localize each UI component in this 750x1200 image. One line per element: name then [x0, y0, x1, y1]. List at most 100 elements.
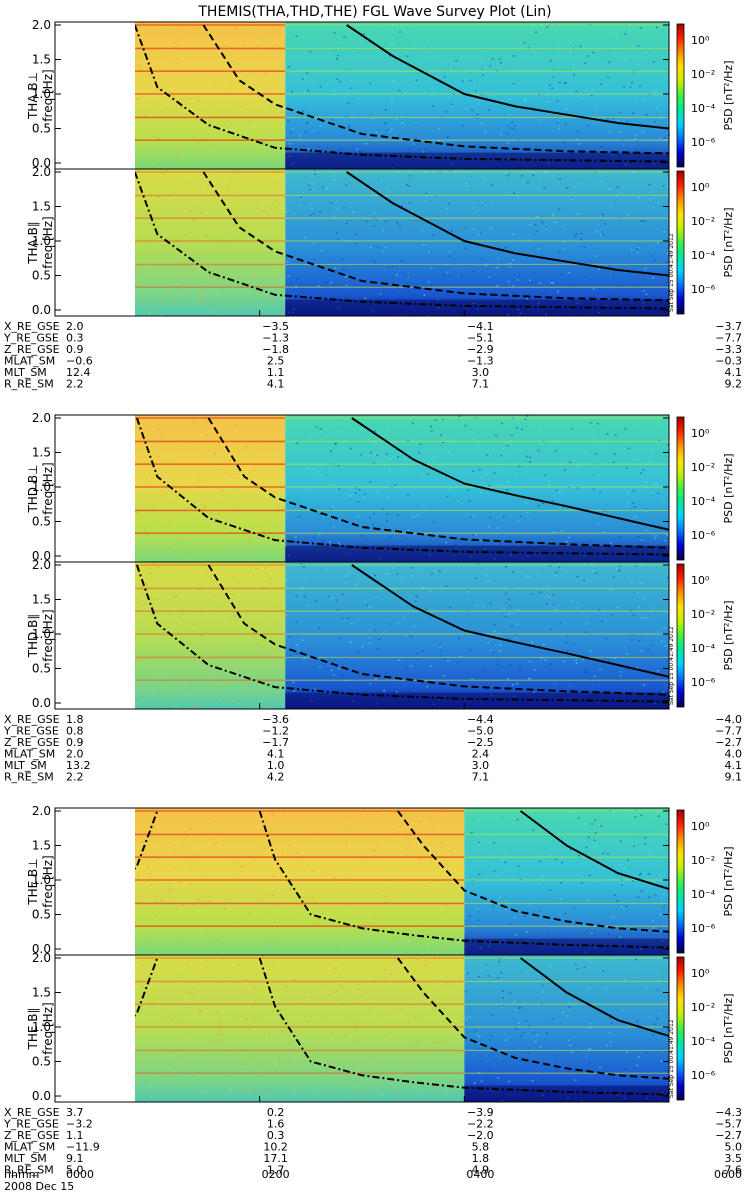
low-frequency-band: [285, 692, 669, 709]
spectrogram-low-gain: [285, 22, 669, 169]
y-tick-label: 2.0: [32, 165, 51, 179]
orbit-value: −2.5: [467, 736, 494, 749]
orbit-value: 2.4: [472, 748, 490, 761]
colorbar-tick-label: 10⁻⁶: [691, 1069, 716, 1082]
y-tick-label: 0.5: [32, 269, 51, 283]
panel-unit-label: freq [Hz]: [41, 69, 55, 121]
orbit-row-label: R_RE_SM: [4, 1164, 54, 1177]
colorbar-label: PSD [nT²/Hz]: [722, 453, 735, 523]
orbit-value: 1.8: [472, 1152, 490, 1165]
orbit-value: −5.7: [715, 1118, 742, 1131]
gyrofrequency-curve-dash-dot: [135, 564, 669, 703]
spectrogram-low-gain: [285, 415, 669, 562]
spectrogram-panel: [55, 562, 671, 710]
orbit-value: 1.6: [267, 1118, 285, 1131]
orbit-value: −3.2: [66, 1118, 93, 1131]
orbit-value: 2.0: [66, 748, 84, 761]
orbit-value: 4.1: [725, 759, 743, 772]
colorbar-tick-label: 10⁻²: [691, 1001, 715, 1014]
orbit-value: 5.0: [725, 1141, 743, 1154]
date-label: 2008 Dec 15: [4, 1180, 74, 1193]
low-frequency-band: [285, 545, 669, 562]
orbit-value: 9.1: [66, 1152, 84, 1165]
colorbar-tick-label: 10⁻⁶: [691, 283, 716, 296]
spectrogram-panel: [55, 22, 670, 170]
orbit-value: 1.0: [267, 759, 285, 772]
orbit-value: −3.6: [262, 713, 289, 726]
low-frequency-band: [285, 152, 669, 169]
spectrogram-panel: [55, 808, 671, 956]
orbit-value: 0.3: [66, 332, 84, 345]
panel-ylabel: THA B∥: [26, 221, 40, 265]
orbit-value: 2.2: [66, 771, 84, 784]
orbit-value: −1.8: [262, 343, 289, 356]
orbit-value: 4.0: [725, 748, 743, 761]
panel-frame: [54, 954, 670, 1103]
panel-unit-label: freq [Hz]: [41, 462, 55, 514]
y-tick-label: 1.5: [32, 446, 51, 460]
orbit-row-label: MLT_SM: [4, 366, 47, 379]
colorbar: [676, 956, 685, 1101]
orbit-value: −3.3: [715, 343, 742, 356]
orbit-value: −3.9: [467, 1106, 494, 1119]
side-stamp: Sat Sep 15 00:41:49 2012: [668, 1019, 675, 1098]
colorbar-tick-label: 10⁻²: [691, 68, 715, 81]
colorbar-tick-label: 10⁻⁴: [691, 249, 716, 262]
gyrofrequency-curve-dash-dot: [258, 957, 669, 1096]
spectrogram-low-gain: [285, 562, 669, 709]
y-tick-label: 1.0: [32, 627, 51, 641]
panel-unit-label: freq [Hz]: [41, 609, 55, 661]
orbit-row-label: R_RE_SM: [4, 378, 54, 391]
orbit-value: 3.0: [472, 759, 490, 772]
colorbar-tick-label: 10⁻²: [691, 608, 715, 621]
colorbar: [676, 170, 685, 315]
y-tick-label: 2.0: [32, 18, 51, 32]
time-tick-label: 0200: [262, 1168, 290, 1181]
colorbar-tick-label: 10⁻⁶: [691, 529, 716, 542]
orbit-value: −3.7: [715, 320, 742, 333]
orbit-value: 4.1: [267, 748, 285, 761]
orbit-value: 2.2: [66, 378, 84, 391]
orbit-value: 4.9: [472, 1164, 490, 1177]
panel-ylabel: THD B∥: [26, 614, 40, 659]
y-tick-label: 1.5: [32, 53, 51, 67]
no-data-region: [55, 22, 135, 169]
orbit-value: −1.3: [262, 332, 289, 345]
y-tick-label: 2.0: [32, 804, 51, 818]
orbit-value: 3.5: [725, 1152, 743, 1165]
colorbar-tick-label: 10⁻²: [691, 854, 715, 867]
orbit-value: −1.3: [467, 355, 494, 368]
colorbar-label: PSD [nT²/Hz]: [722, 600, 735, 670]
gyrofrequency-curve-solid: [346, 171, 669, 277]
colorbar-tick-label: 10⁰: [691, 181, 710, 194]
colorbar-tick-label: 10⁰: [691, 427, 710, 440]
orbit-value: −2.2: [467, 1118, 494, 1131]
orbit-value: 4.1: [725, 366, 743, 379]
spectrogram-low-gain: [285, 169, 669, 316]
time-row-label: hhmm: [4, 1168, 39, 1181]
y-tick-label: 0.5: [32, 515, 51, 529]
panel-frame: [54, 561, 670, 710]
y-tick-label: 1.0: [32, 87, 51, 101]
spectrogram-panel: [55, 955, 669, 1103]
orbit-value: 12.4: [66, 366, 91, 379]
orbit-value: −0.3: [715, 355, 742, 368]
orbit-row-label: MLT_SM: [4, 759, 47, 772]
orbit-value: −4.3: [715, 1106, 742, 1119]
orbit-row-label: Z_RE_GSE: [4, 1129, 60, 1142]
gyrofrequency-curve-dashed: [396, 957, 669, 1080]
colorbar: [676, 416, 685, 561]
orbit-row-label: MLT_SM: [4, 1152, 47, 1165]
gyrofrequency-curve-solid: [346, 24, 669, 130]
colorbar: [676, 563, 685, 708]
spectrogram-panel: [55, 415, 670, 564]
spectrogram-high-gain: [135, 955, 465, 1102]
orbit-value: −11.9: [66, 1141, 100, 1154]
colorbar-label: PSD [nT²/Hz]: [722, 846, 735, 916]
no-data-region: [55, 955, 135, 1102]
orbit-row-label: X_RE_GSE: [4, 320, 60, 333]
time-tick-label: 0600: [714, 1168, 742, 1181]
orbit-row-label: Y_RE_GSE: [3, 332, 59, 345]
orbit-value: 0.2: [267, 1106, 285, 1119]
